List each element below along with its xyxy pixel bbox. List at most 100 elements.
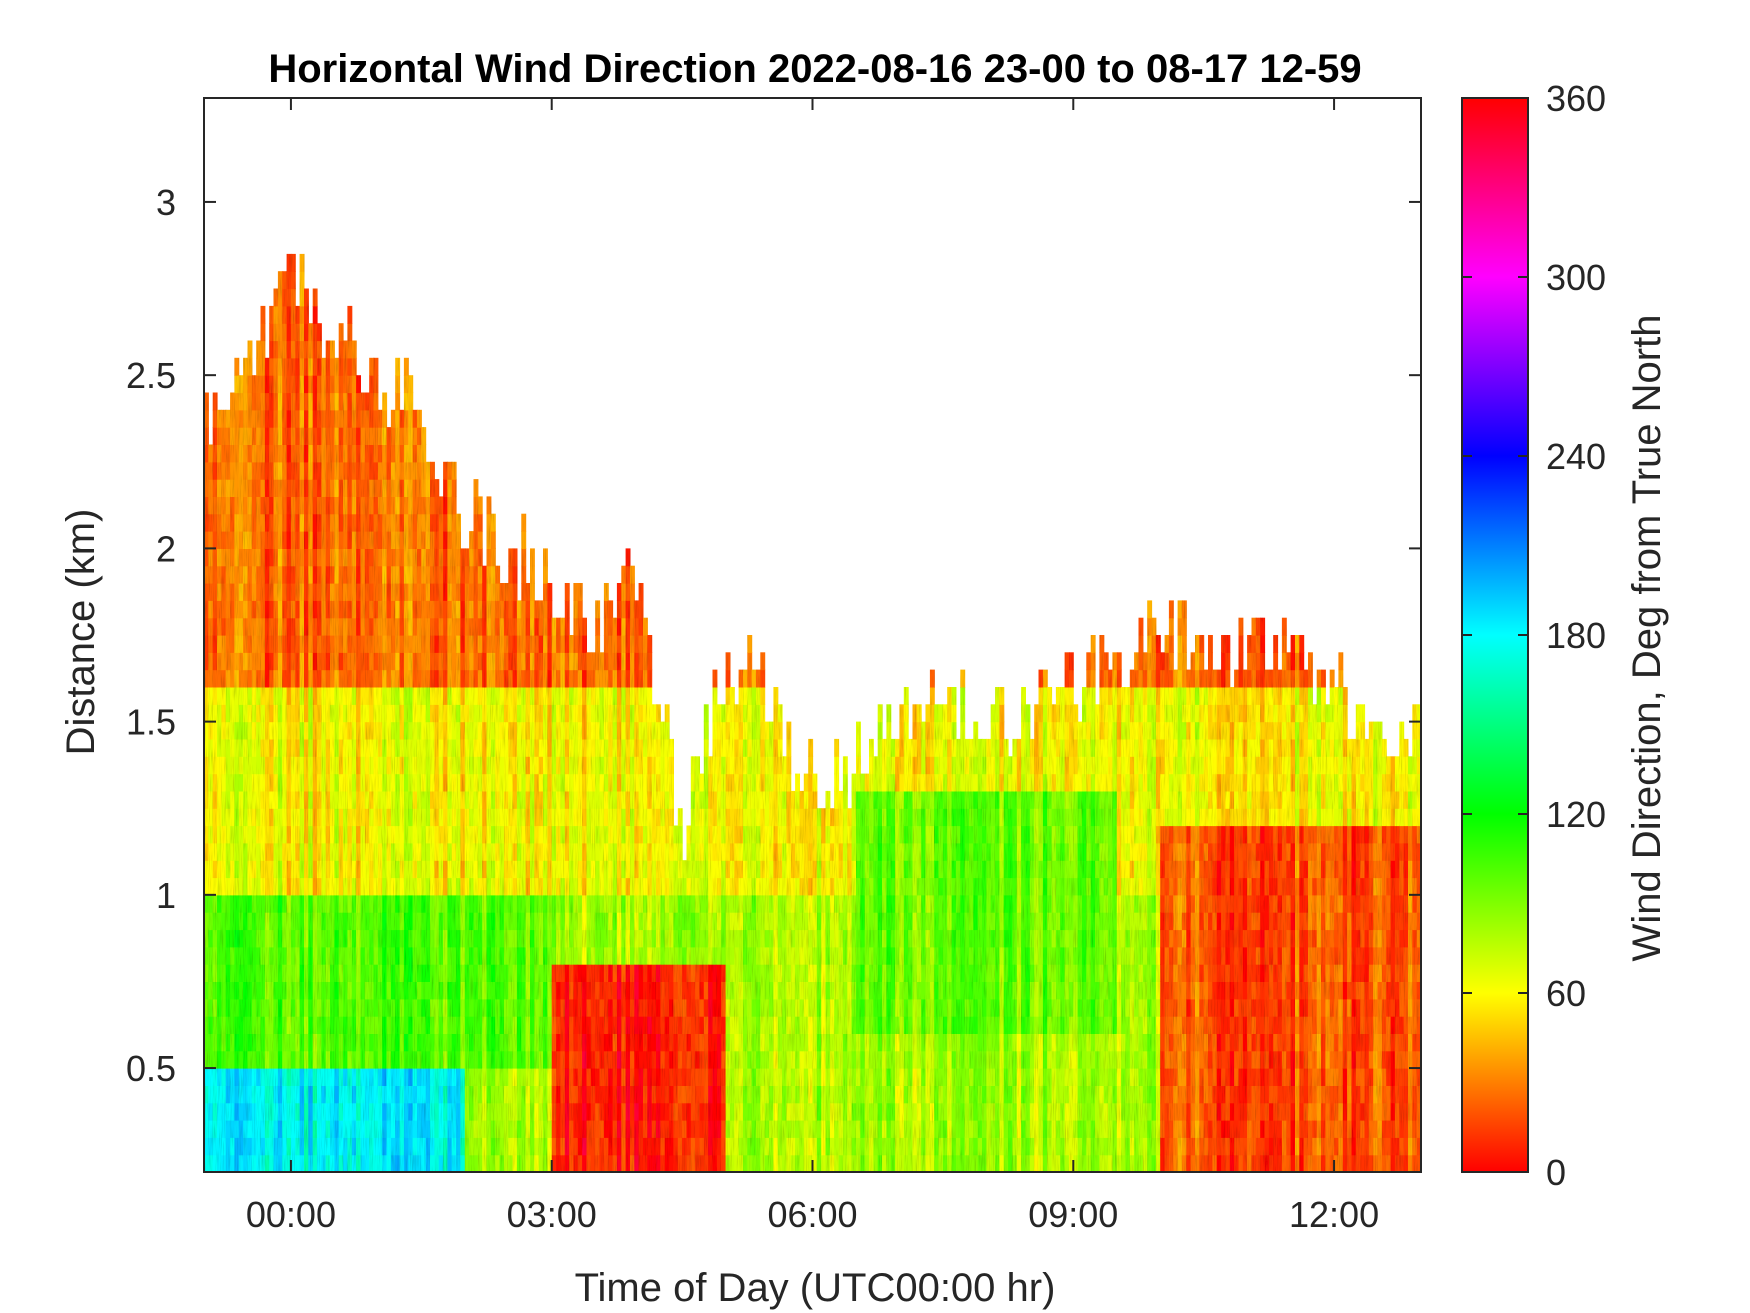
heatmap-cell [247, 479, 253, 497]
heatmap-cell [634, 1085, 640, 1104]
heatmap-cell [486, 894, 492, 913]
heatmap-cell [569, 1120, 574, 1138]
heatmap-cell [251, 565, 257, 584]
heatmap-cell [490, 1068, 496, 1086]
heatmap-cell [560, 704, 566, 723]
heatmap-cell [456, 1068, 461, 1086]
heatmap-cell [451, 981, 457, 1000]
heatmap-cell [295, 773, 301, 792]
heatmap-cell [464, 652, 470, 671]
heatmap-cell [560, 860, 566, 879]
heatmap-cell [521, 825, 527, 844]
heatmap-cell [682, 860, 687, 879]
heatmap-cell [721, 1154, 727, 1172]
heatmap-cell [395, 946, 401, 965]
heatmap-cell [299, 600, 305, 619]
heatmap-cell [421, 756, 427, 775]
heatmap-cell [490, 790, 496, 809]
heatmap-cell [651, 946, 657, 965]
heatmap-cell [512, 808, 518, 827]
heatmap-cell [708, 860, 714, 879]
heatmap-cell [425, 946, 431, 965]
heatmap-cell [747, 1085, 753, 1104]
heatmap-cell [673, 1137, 679, 1156]
heatmap-cell [438, 1085, 444, 1104]
heatmap-cell [347, 1068, 353, 1086]
heatmap-cell [586, 1050, 592, 1069]
heatmap-cell [430, 1154, 435, 1172]
heatmap-cell [747, 721, 753, 740]
heatmap-cell [243, 808, 248, 827]
heatmap-cell [743, 808, 748, 827]
heatmap-cell [538, 600, 544, 619]
heatmap-cell [608, 1068, 614, 1086]
heatmap-cell [238, 998, 244, 1017]
heatmap-cell [356, 981, 361, 1000]
heatmap-cell [473, 964, 479, 982]
heatmap-cell [421, 860, 427, 879]
heatmap-cell [630, 583, 635, 601]
heatmap-cell [682, 1137, 687, 1156]
heatmap-cell [638, 1050, 644, 1069]
heatmap-cell [499, 825, 505, 844]
heatmap-cell [760, 929, 766, 948]
heatmap-cell [225, 894, 231, 913]
heatmap-cell [377, 877, 383, 896]
heatmap-cell [625, 946, 631, 965]
heatmap-cell [425, 1137, 431, 1156]
heatmap-cell [669, 1154, 674, 1172]
heatmap-cell [425, 998, 431, 1017]
heatmap-cell [443, 790, 448, 809]
heatmap-cell [434, 1085, 440, 1104]
heatmap-cell [286, 929, 292, 948]
heatmap-cell [317, 652, 322, 671]
heatmap-cell [390, 808, 396, 827]
heatmap-cell [421, 825, 427, 844]
heatmap-cell [273, 1102, 279, 1121]
heatmap-cell [221, 894, 227, 913]
heatmap-cell [373, 444, 379, 463]
heatmap-cell [651, 704, 657, 723]
heatmap-cell [386, 790, 392, 809]
heatmap-cell [482, 617, 488, 636]
heatmap-cell [647, 1154, 653, 1172]
heatmap-cell [556, 1050, 561, 1069]
heatmap-cell [721, 1050, 727, 1069]
heatmap-cell [225, 721, 231, 740]
heatmap-cell [573, 825, 579, 844]
heatmap-cell [408, 1137, 414, 1156]
heatmap-cell [486, 1050, 492, 1069]
heatmap-cell [312, 1016, 318, 1034]
heatmap-cell [473, 531, 479, 549]
heatmap-cell [399, 964, 405, 982]
heatmap-cell [234, 756, 240, 775]
heatmap-cell [564, 756, 570, 775]
heatmap-cell [625, 565, 631, 584]
heatmap-cell [590, 1033, 596, 1052]
heatmap-cell [425, 1068, 431, 1086]
heatmap-cell [230, 894, 235, 913]
heatmap-cell [238, 583, 244, 601]
heatmap-cell [277, 340, 283, 359]
heatmap-cell [286, 340, 292, 359]
heatmap-cell [543, 964, 548, 982]
heatmap-cell [490, 998, 496, 1017]
heatmap-cell [447, 912, 453, 931]
heatmap-cell [538, 1102, 544, 1121]
heatmap-cell [451, 894, 457, 913]
heatmap-cell [338, 1154, 344, 1172]
heatmap-cell [486, 912, 492, 931]
heatmap-cell [721, 998, 727, 1017]
heatmap-cell [299, 912, 305, 931]
heatmap-cell [451, 825, 457, 844]
heatmap-cell [343, 946, 348, 965]
heatmap-cell [516, 1154, 522, 1172]
heatmap-cell [751, 842, 757, 861]
heatmap-cell [351, 409, 357, 428]
heatmap-cell [447, 738, 453, 757]
heatmap-cell [743, 946, 748, 965]
heatmap-cell [651, 1016, 657, 1034]
heatmap-cell [660, 981, 666, 1000]
heatmap-cell [390, 998, 396, 1017]
heatmap-cell [269, 305, 275, 324]
